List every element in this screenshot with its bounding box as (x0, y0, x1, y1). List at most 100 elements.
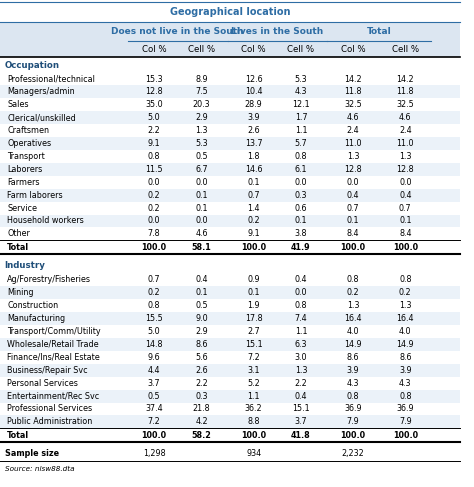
Text: 0.4: 0.4 (347, 191, 359, 200)
Text: 2.6: 2.6 (195, 366, 208, 375)
Text: 15.1: 15.1 (292, 405, 310, 413)
Text: 0.1: 0.1 (195, 288, 208, 297)
Text: 0.5: 0.5 (195, 301, 208, 310)
Text: 1.1: 1.1 (247, 392, 260, 400)
Text: 14.9: 14.9 (344, 340, 362, 349)
Text: 0.0: 0.0 (148, 217, 160, 225)
Text: 32.5: 32.5 (396, 100, 414, 109)
Text: 1.7: 1.7 (295, 113, 307, 122)
Bar (0, 163, 460, 176)
Text: Professional Services: Professional Services (7, 405, 92, 413)
Text: 16.4: 16.4 (345, 314, 362, 323)
Text: Source: nlsw88.dta: Source: nlsw88.dta (5, 466, 74, 472)
Text: 7.2: 7.2 (148, 417, 160, 426)
Text: 12.8: 12.8 (344, 165, 362, 174)
Text: 14.6: 14.6 (245, 165, 262, 174)
Text: 100.0: 100.0 (340, 431, 366, 440)
Text: Construction: Construction (7, 301, 58, 310)
Text: 11.8: 11.8 (397, 88, 414, 96)
Text: 1.1: 1.1 (295, 327, 307, 336)
Text: 100.0: 100.0 (241, 243, 266, 252)
Text: 36.2: 36.2 (245, 405, 263, 413)
Text: Total: Total (7, 243, 29, 252)
Text: 9.6: 9.6 (148, 353, 160, 362)
Text: 0.2: 0.2 (148, 191, 160, 200)
Bar (0, 312, 460, 325)
Text: 0.6: 0.6 (295, 204, 307, 212)
Text: 0.8: 0.8 (148, 152, 160, 161)
Text: 0.7: 0.7 (148, 276, 160, 284)
Text: 3.7: 3.7 (295, 417, 307, 426)
Text: 0.0: 0.0 (399, 178, 411, 187)
Text: Public Administration: Public Administration (7, 417, 92, 426)
Text: 0.2: 0.2 (148, 288, 160, 297)
Text: Operatives: Operatives (7, 139, 51, 148)
Text: 9.1: 9.1 (247, 229, 260, 238)
Text: 0.1: 0.1 (195, 204, 208, 212)
Text: 8.6: 8.6 (347, 353, 359, 362)
Text: 100.0: 100.0 (392, 431, 418, 440)
Text: Laborers: Laborers (7, 165, 42, 174)
Text: 15.1: 15.1 (245, 340, 263, 349)
Text: Personal Services: Personal Services (7, 379, 78, 388)
Text: 11.5: 11.5 (145, 165, 163, 174)
Text: 0.0: 0.0 (148, 178, 160, 187)
Text: 0.4: 0.4 (295, 276, 307, 284)
Text: 4.6: 4.6 (399, 113, 411, 122)
Text: 8.6: 8.6 (399, 353, 411, 362)
Text: Geographical location: Geographical location (170, 7, 290, 17)
Text: 7.5: 7.5 (195, 88, 208, 96)
Text: 36.9: 36.9 (396, 405, 414, 413)
Text: 0.8: 0.8 (148, 301, 160, 310)
Bar (0, 286, 460, 299)
Text: 13.7: 13.7 (245, 139, 263, 148)
Text: 7.2: 7.2 (247, 353, 260, 362)
Text: 58.1: 58.1 (191, 243, 211, 252)
Text: 1.3: 1.3 (399, 301, 411, 310)
Text: 0.4: 0.4 (195, 276, 208, 284)
Bar (0, 112, 460, 124)
Text: 0.7: 0.7 (247, 191, 260, 200)
Text: Entertainment/Rec Svc: Entertainment/Rec Svc (7, 392, 100, 400)
Text: 11.0: 11.0 (397, 139, 414, 148)
Text: Finance/Ins/Real Estate: Finance/Ins/Real Estate (7, 353, 100, 362)
Text: 0.4: 0.4 (399, 191, 411, 200)
Text: 1.3: 1.3 (347, 152, 359, 161)
Text: 100.0: 100.0 (241, 431, 266, 440)
Text: 9.1: 9.1 (148, 139, 160, 148)
Text: Total: Total (7, 431, 29, 440)
Text: Transport/Comm/Utility: Transport/Comm/Utility (7, 327, 101, 336)
Text: 5.3: 5.3 (295, 75, 307, 83)
Text: 0.5: 0.5 (148, 392, 160, 400)
Text: 2.4: 2.4 (347, 126, 359, 135)
Text: 100.0: 100.0 (141, 431, 167, 440)
Text: 14.9: 14.9 (396, 340, 414, 349)
Text: 0.4: 0.4 (295, 392, 307, 400)
Text: 5.7: 5.7 (295, 139, 307, 148)
Text: 14.8: 14.8 (146, 340, 163, 349)
Text: 3.0: 3.0 (295, 353, 307, 362)
Text: 4.0: 4.0 (347, 327, 359, 336)
Bar (0, 214, 460, 227)
Text: 0.1: 0.1 (247, 178, 260, 187)
Text: 0.9: 0.9 (247, 276, 260, 284)
Text: Occupation: Occupation (5, 60, 60, 70)
Text: 8.8: 8.8 (247, 417, 260, 426)
Text: 7.4: 7.4 (295, 314, 307, 323)
Text: 100.0: 100.0 (392, 243, 418, 252)
Text: 1.3: 1.3 (399, 152, 411, 161)
Text: 0.2: 0.2 (148, 204, 160, 212)
Text: Manufacturing: Manufacturing (7, 314, 65, 323)
Text: Total: Total (367, 27, 392, 36)
Text: 0.7: 0.7 (399, 204, 411, 212)
Text: 3.9: 3.9 (347, 366, 359, 375)
Text: 6.7: 6.7 (195, 165, 208, 174)
Text: 35.0: 35.0 (145, 100, 163, 109)
Text: 7.9: 7.9 (347, 417, 359, 426)
Text: 9.0: 9.0 (195, 314, 208, 323)
Text: 1.8: 1.8 (247, 152, 260, 161)
Text: Transport: Transport (7, 152, 45, 161)
Text: 3.7: 3.7 (148, 379, 160, 388)
Text: Ag/Forestry/Fisheries: Ag/Forestry/Fisheries (7, 276, 91, 284)
Text: 1.3: 1.3 (295, 366, 307, 375)
